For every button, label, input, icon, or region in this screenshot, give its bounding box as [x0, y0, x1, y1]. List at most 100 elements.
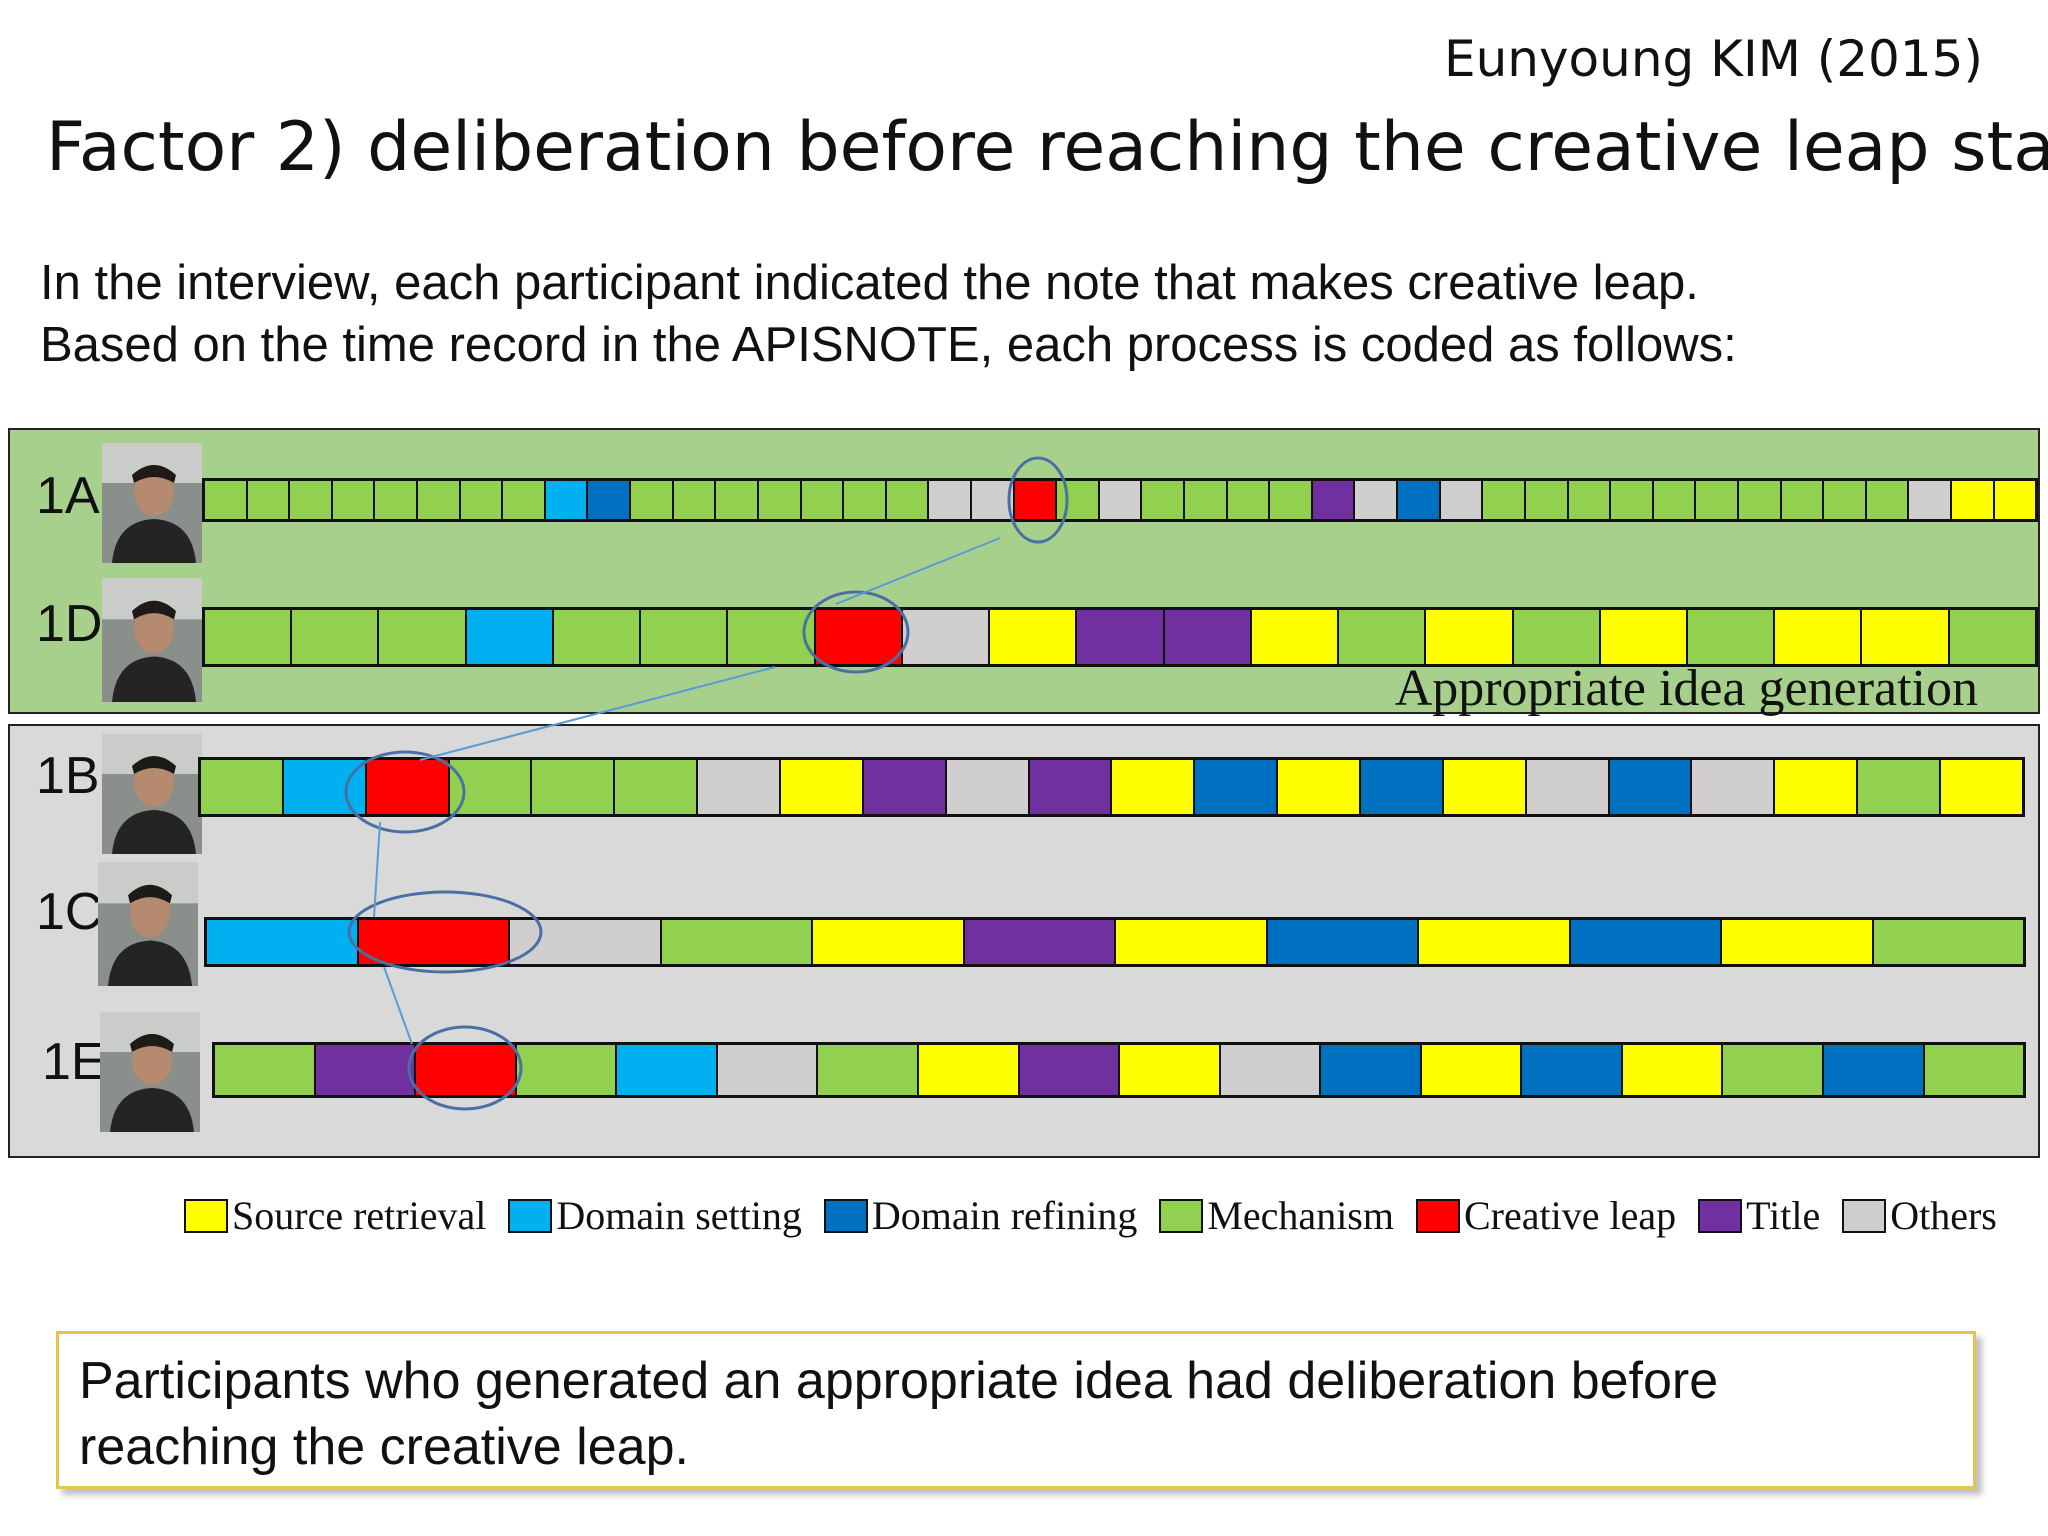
participant-photo-1a	[102, 443, 202, 563]
segment-1c-2-others	[510, 920, 662, 964]
segment-1a-40-others	[1909, 481, 1952, 519]
segment-1a-13-mechanism	[758, 481, 802, 519]
segment-1b-4-mechanism	[532, 760, 616, 814]
segment-1a-37-mechanism	[1781, 481, 1825, 519]
segment-1b-21-source-retrieval	[1941, 760, 2022, 814]
segment-1d-5-mechanism	[641, 610, 729, 664]
segment-1b-6-others	[698, 760, 782, 814]
participant-label-1d: 1D	[36, 595, 103, 653]
segment-1a-20-mechanism	[1057, 481, 1100, 519]
segment-1a-2-mechanism	[290, 481, 333, 519]
segment-1b-7-source-retrieval	[781, 760, 864, 814]
segment-1a-39-mechanism	[1866, 481, 1910, 519]
segment-1a-31-mechanism	[1525, 481, 1569, 519]
person-silhouette-icon	[102, 443, 202, 563]
legend-item-source-retrieval: Source retrieval	[184, 1192, 486, 1239]
segment-1a-35-mechanism	[1696, 481, 1739, 519]
segment-1a-22-mechanism	[1142, 481, 1186, 519]
segment-1a-42-source-retrieval	[1994, 481, 2036, 519]
segment-1d-20-mechanism	[1949, 610, 2035, 664]
segment-1b-18-others	[1692, 760, 1776, 814]
segment-1a-15-mechanism	[844, 481, 887, 519]
segment-1d-9-source-retrieval	[990, 610, 1078, 664]
segment-1a-9-domain-refining	[588, 481, 632, 519]
segment-1b-16-others	[1526, 760, 1610, 814]
segment-1a-34-mechanism	[1653, 481, 1697, 519]
appropriate-idea-caption: Appropriate idea generation	[1394, 660, 1978, 717]
segment-1b-13-source-retrieval	[1278, 760, 1362, 814]
segment-1e-0-mechanism	[215, 1045, 316, 1095]
segment-1b-14-domain-refining	[1361, 760, 1444, 814]
legend-item-domain-setting: Domain setting	[508, 1192, 802, 1239]
segment-1d-4-mechanism	[553, 610, 642, 664]
conclusion-line-1: Participants who generated an appropriat…	[79, 1352, 1719, 1410]
segment-1e-10-others	[1220, 1045, 1322, 1095]
segment-1c-5-title	[964, 920, 1116, 964]
segment-1e-14-source-retrieval	[1622, 1045, 1724, 1095]
segment-1d-13-mechanism	[1339, 610, 1427, 664]
participant-label-1e: 1E	[42, 1033, 106, 1091]
legend-item-mechanism: Mechanism	[1159, 1192, 1394, 1239]
segment-1d-17-mechanism	[1687, 610, 1776, 664]
segment-1a-1-mechanism	[247, 481, 291, 519]
appropriate-idea-panel: Appropriate idea generation	[8, 428, 2040, 717]
segment-1a-27-others	[1355, 481, 1399, 519]
legend-label-others: Others	[1890, 1193, 1997, 1238]
legend: Source retrieval Domain setting Domain ref…	[184, 1192, 2019, 1239]
sequence-bar-1b	[198, 757, 2025, 817]
segment-1d-1-mechanism	[292, 610, 380, 664]
participant-photo-1b	[102, 734, 202, 854]
segment-1b-1-domain-setting	[283, 760, 367, 814]
segment-1b-19-source-retrieval	[1775, 760, 1859, 814]
segment-1b-8-title	[863, 760, 947, 814]
segment-1a-26-title	[1312, 481, 1356, 519]
segment-1a-11-mechanism	[673, 481, 717, 519]
segment-1e-7-source-retrieval	[918, 1045, 1020, 1095]
intro-text: In the interview, each participant indic…	[40, 252, 1737, 376]
participant-label-1a: 1A	[36, 467, 100, 525]
segment-1c-4-source-retrieval	[813, 920, 965, 964]
segment-1a-10-mechanism	[631, 481, 674, 519]
segment-1e-3-mechanism	[516, 1045, 618, 1095]
segment-1c-10-source-retrieval	[1722, 920, 1874, 964]
segment-1a-6-mechanism	[460, 481, 504, 519]
segment-1a-16-mechanism	[886, 481, 930, 519]
segment-1a-33-mechanism	[1611, 481, 1654, 519]
segment-1a-38-mechanism	[1824, 481, 1867, 519]
segment-1e-9-source-retrieval	[1120, 1045, 1221, 1095]
segment-1c-9-domain-refining	[1570, 920, 1722, 964]
participant-photo-1e	[100, 1012, 200, 1132]
segment-1a-0-mechanism	[205, 481, 248, 519]
legend-swatch-domain-setting	[508, 1198, 553, 1233]
person-silhouette-icon	[102, 734, 202, 854]
segment-1c-7-domain-refining	[1267, 920, 1419, 964]
segment-1a-7-mechanism	[503, 481, 546, 519]
segment-1d-7-creative-leap	[815, 610, 903, 664]
segment-1b-10-title	[1029, 760, 1113, 814]
segment-1a-28-domain-refining	[1398, 481, 1441, 519]
segment-1e-2-creative-leap	[416, 1045, 517, 1095]
legend-swatch-title	[1698, 1198, 1743, 1233]
legend-item-others: Others	[1842, 1192, 1997, 1239]
segment-1a-8-domain-setting	[545, 481, 589, 519]
segment-1b-20-mechanism	[1858, 760, 1942, 814]
segment-1e-11-domain-refining	[1321, 1045, 1422, 1095]
segment-1d-2-mechanism	[379, 610, 467, 664]
author-credit: Eunyoung KIM (2015)	[1444, 30, 1983, 88]
segment-1d-18-source-retrieval	[1775, 610, 1863, 664]
segment-1e-4-domain-setting	[617, 1045, 718, 1095]
segment-1a-25-mechanism	[1270, 481, 1313, 519]
sequence-bar-1d	[202, 607, 2038, 667]
legend-swatch-domain-refining	[823, 1198, 868, 1233]
segment-1e-15-mechanism	[1723, 1045, 1824, 1095]
sequence-bar-1c	[204, 917, 2026, 967]
segment-1d-12-source-retrieval	[1251, 610, 1340, 664]
segment-1e-17-mechanism	[1924, 1045, 2024, 1095]
segment-1c-11-mechanism	[1873, 920, 2023, 964]
segment-1a-19-creative-leap	[1014, 481, 1058, 519]
segment-1b-9-others	[946, 760, 1030, 814]
segment-1a-17-others	[929, 481, 972, 519]
legend-swatch-source-retrieval	[184, 1198, 228, 1233]
segment-1a-30-mechanism	[1483, 481, 1526, 519]
segment-1a-24-mechanism	[1227, 481, 1271, 519]
